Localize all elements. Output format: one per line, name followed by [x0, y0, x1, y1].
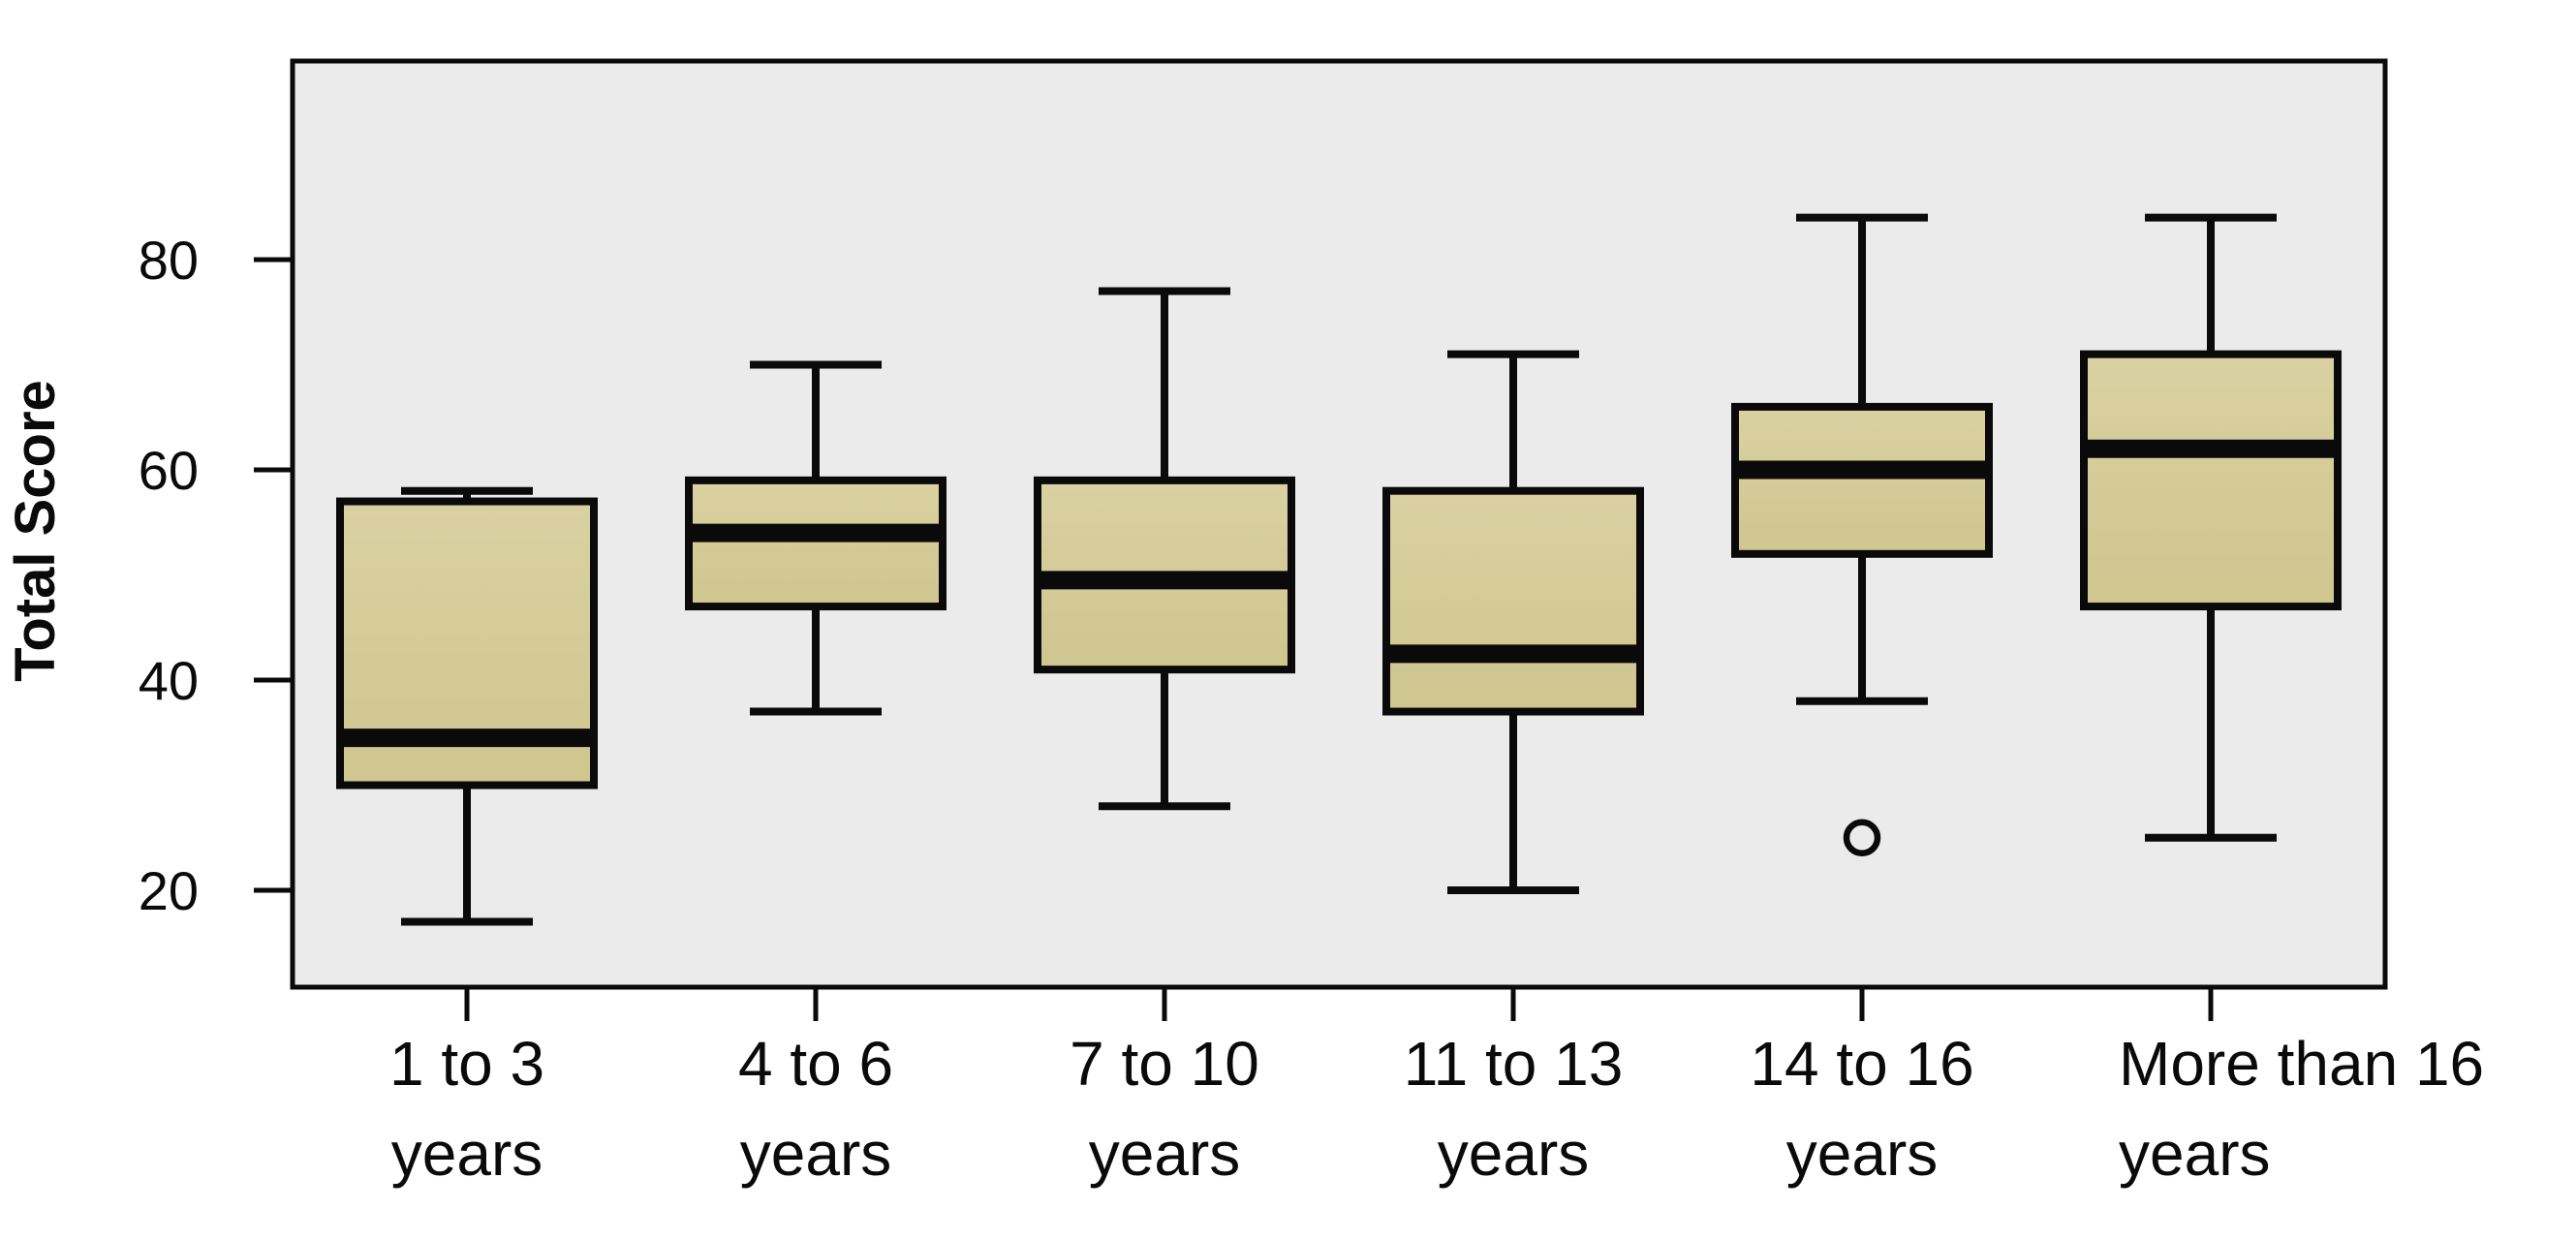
boxplot-group-2	[1034, 287, 1295, 811]
boxplot-group-4	[1731, 213, 1993, 856]
x-label-5-line1: More than 16	[2119, 1029, 2484, 1099]
x-label-1-line1: 4 to 6	[738, 1029, 893, 1099]
y-tick-label-80: 80	[139, 230, 199, 291]
x-label-0-line2: years	[391, 1119, 543, 1189]
y-tick-label-60: 60	[139, 440, 199, 501]
x-label-4-line2: years	[1786, 1119, 1939, 1189]
boxplot-group-0	[336, 486, 598, 926]
x-axis: 1 to 3 years 4 to 6 years 7 to 10 years 11 to …	[389, 987, 2484, 1189]
y-tick-label-20: 20	[139, 860, 199, 921]
y-axis: 20 40 60 80	[139, 230, 293, 921]
box-4	[1731, 402, 1993, 558]
box-3	[1382, 486, 1644, 716]
boxplot-group-3	[1382, 350, 1644, 894]
boxplot-group-1	[685, 360, 947, 716]
x-label-2-line1: 7 to 10	[1070, 1029, 1259, 1099]
x-label-2-line2: years	[1089, 1119, 1241, 1189]
box-5	[2080, 350, 2342, 611]
y-tick-label-40: 40	[139, 650, 199, 711]
x-label-5-line2: years	[2119, 1119, 2271, 1189]
x-label-0-line1: 1 to 3	[389, 1029, 544, 1099]
plot-area	[290, 58, 2388, 990]
x-label-3-line2: years	[1438, 1119, 1590, 1189]
box-1	[685, 476, 947, 611]
y-axis-title: Total Score	[4, 380, 67, 682]
x-label-3-line1: 11 to 13	[1404, 1029, 1624, 1099]
boxplot-series	[336, 213, 2342, 926]
outlier-point-4-0	[1843, 819, 1881, 856]
x-label-1-line2: years	[740, 1119, 892, 1189]
boxplot-group-5	[2080, 213, 2342, 842]
x-label-4-line1: 14 to 16	[1750, 1029, 1973, 1099]
